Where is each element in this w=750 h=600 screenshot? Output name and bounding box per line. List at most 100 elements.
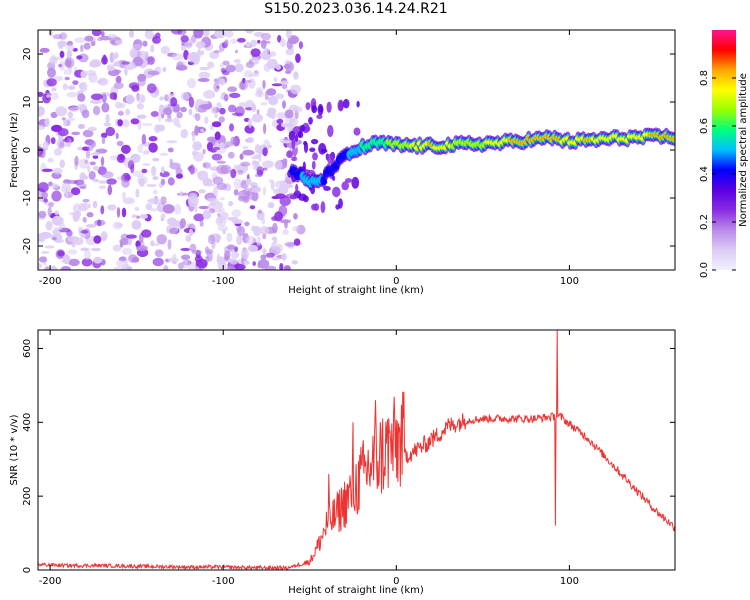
spectrogram-noise-cell (281, 253, 287, 261)
spectrogram-noise-cell (257, 39, 261, 44)
spectrogram-noise-cell (160, 213, 166, 220)
spectrogram-transition-cell (356, 100, 360, 108)
spectrogram-noise-cell (167, 217, 177, 226)
spectrogram-noise-cell (257, 259, 270, 269)
spectrogram-noise-cell (269, 51, 277, 57)
spectrogram-noise-cell (116, 207, 121, 218)
spectrogram-noise-cell (71, 131, 81, 136)
spectrogram-noise-cell (50, 137, 56, 145)
spectrogram-noise-cell (108, 34, 117, 39)
spectrogram-noise-cell (51, 215, 64, 226)
spectrogram-noise-cell (162, 204, 175, 214)
spectrogram-noise-cell (202, 209, 212, 220)
spectrogram-noise-cell (203, 90, 216, 99)
spectrogram-noise-cell (115, 75, 122, 84)
spectrogram-noise-cell (125, 94, 135, 105)
spectrogram-noise-cell (298, 41, 303, 50)
spectrogram-noise-cell (124, 67, 128, 76)
spectrogram-noise-cell (141, 168, 148, 174)
spectrogram-noise-cell (84, 249, 91, 260)
spectrogram-noise-cell (193, 151, 204, 162)
spectrogram-noise-cell (81, 233, 86, 239)
spectrogram-noise-cell (264, 90, 269, 101)
spectrogram-noise-cell (78, 82, 86, 90)
spectrogram-noise-cell (263, 123, 267, 135)
spectrogram-noise-cell (137, 175, 148, 185)
spectrogram-noise-cell (51, 92, 59, 100)
spectrogram-noise-cell (276, 112, 287, 119)
spectrogram-noise-cell (107, 65, 115, 72)
spectrogram-noise-cell (101, 102, 110, 113)
spectrogram-noise-cell (87, 203, 91, 209)
spectrogram-noise-cell (233, 189, 239, 196)
spectrogram-noise-cell (147, 70, 160, 76)
spectrogram-noise-cell (97, 219, 102, 227)
spectrogram-noise-cell (92, 165, 100, 171)
spectrogram-noise-cell (289, 84, 302, 95)
spectrogram-noise-cell (105, 113, 110, 125)
spectrogram-noise-cell (121, 144, 131, 154)
snr-y-label: SNR (10 * v/v) (9, 414, 20, 485)
spectrogram-noise-cell (132, 170, 145, 178)
spectrogram-transition-cell (317, 103, 324, 116)
spectrogram-transition-cell (295, 183, 299, 193)
spectrogram-noise-cell (52, 236, 57, 241)
spectrogram-noise-cell (120, 175, 125, 182)
spectrogram-transition-cell (289, 194, 297, 200)
spectrogram-noise-cell (212, 146, 221, 151)
spectrogram-noise-cell (260, 39, 267, 49)
colorbar-tick-label: 0.4 (699, 166, 710, 182)
spectrogram-noise-cell (271, 257, 281, 261)
spectrogram-noise-cell (100, 31, 105, 37)
spectrogram-noise-cell (49, 265, 58, 270)
spectrogram-noise-cell (258, 151, 262, 163)
spectrogram-transition-cell (353, 127, 361, 136)
spectrogram-noise-cell (257, 209, 263, 214)
spectrogram-noise-cell (85, 70, 97, 77)
spectrogram-noise-cell (148, 142, 158, 153)
spectrogram-noise-cell (283, 63, 291, 69)
spectrogram-noise-cell (180, 45, 187, 51)
spectrogram-noise-cell (219, 107, 226, 115)
spectrogram-noise-cell (38, 106, 45, 117)
spectrogram-noise-cell (84, 35, 94, 42)
spectrogram-noise-cell (163, 265, 169, 270)
spectrogram-noise-cell (59, 60, 65, 71)
spectrogram-transition-cell (323, 186, 331, 191)
spectrogram-noise-cell (59, 159, 65, 169)
spectrogram-noise-cell (142, 162, 151, 167)
spectrogram-noise-cell (67, 249, 78, 255)
spectrogram-noise-cell (85, 224, 97, 228)
x-tick-label: 0 (393, 576, 399, 587)
spectrogram-noise-cell (90, 247, 101, 252)
spectrogram-noise-cell (82, 198, 90, 203)
spectrogram-noise-cell (274, 160, 283, 171)
spectrogram-noise-cell (79, 175, 89, 180)
spectrogram-noise-cell (166, 140, 178, 144)
snr-frame (37, 329, 676, 571)
spectrogram-transition-cell (298, 193, 307, 201)
spectrogram-noise-cell (106, 178, 117, 185)
spectrogram-noise-cell (48, 202, 54, 208)
spectrogram-noise-cell (57, 40, 68, 48)
spectrogram-noise-cell (231, 219, 243, 224)
spectrogram-noise-cell (131, 214, 137, 219)
spectrogram-noise-cell (66, 91, 78, 98)
spectrogram-noise-cell (233, 178, 244, 189)
spectrogram-noise-cell (242, 145, 249, 150)
spectrogram-noise-cell (226, 266, 236, 270)
spectrogram-noise-cell (224, 250, 231, 260)
spectrogram-noise-cell (100, 205, 105, 215)
spectrogram-noise-cell (256, 109, 260, 115)
spectrogram-noise-cell (254, 173, 260, 178)
spectrogram-noise-cell (115, 132, 119, 140)
spectrogram-noise-cell (107, 204, 117, 211)
spectrogram-noise-cell (101, 56, 108, 65)
y-tick-label: 20 (22, 48, 33, 61)
spectrogram-noise-cell (202, 148, 206, 155)
spectrogram-noise-cell (242, 149, 255, 156)
spectrogram-noise-cell (293, 238, 301, 246)
spectrogram-noise-cell (54, 210, 59, 216)
colorbar-tick-label: 0.6 (699, 118, 710, 134)
